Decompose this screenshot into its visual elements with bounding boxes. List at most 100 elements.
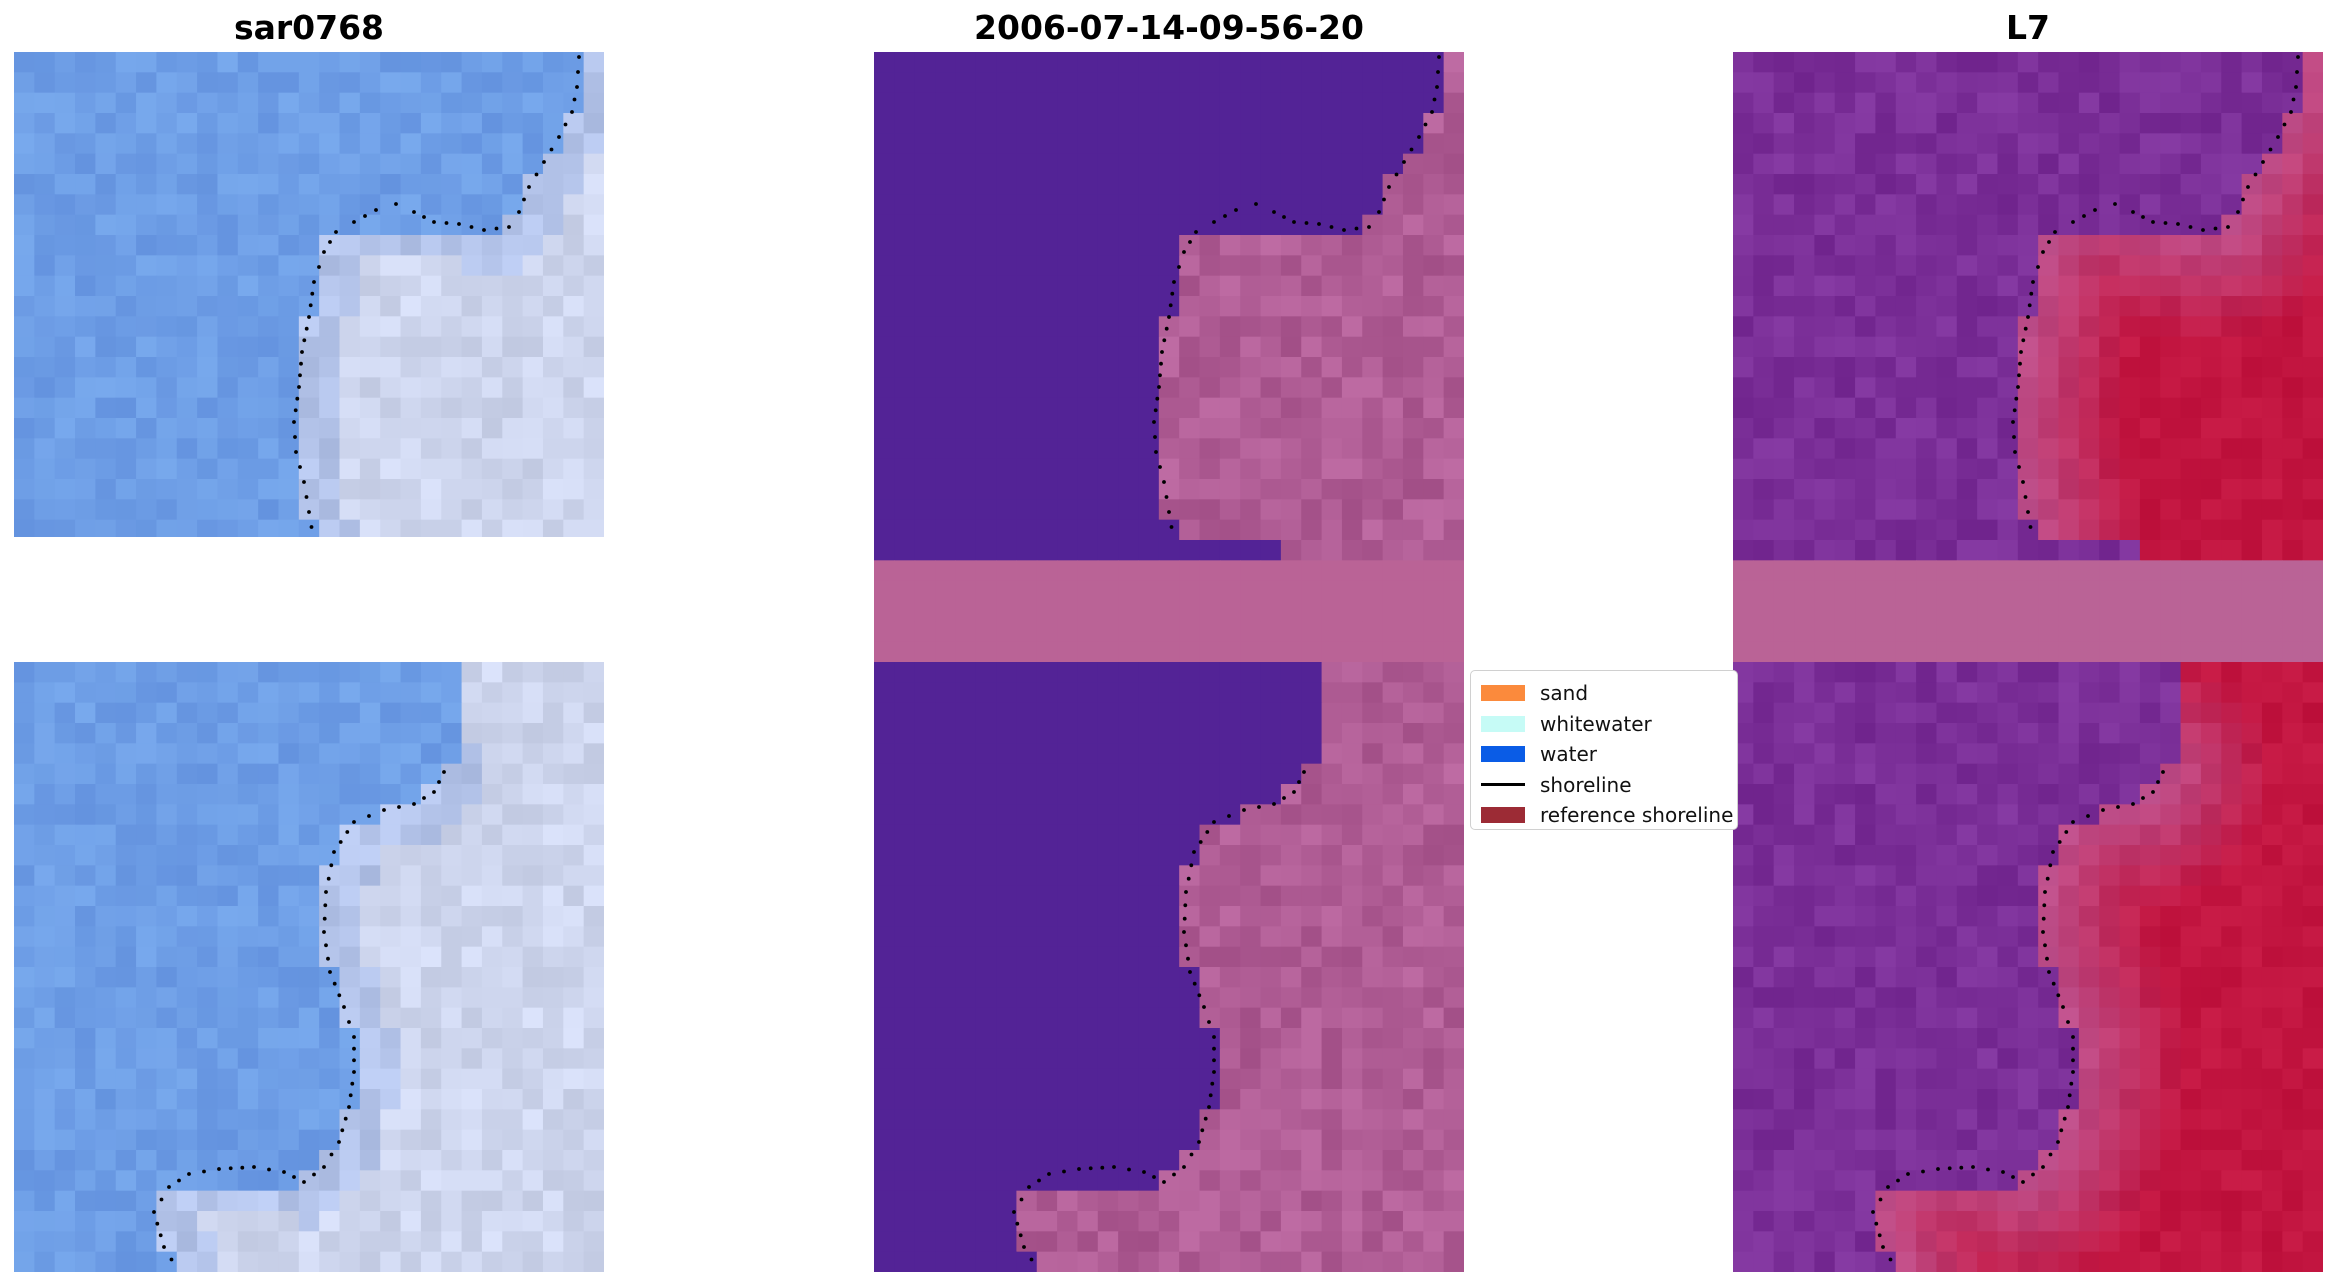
pixel-cell [1077, 418, 1099, 439]
pixel-cell [2058, 601, 2080, 622]
pixel-cell [237, 1251, 259, 1272]
pixel-cell [1443, 1028, 1464, 1049]
pixel-cell [2038, 845, 2060, 866]
rgb-image-panel [14, 52, 604, 1272]
pixel-cell [54, 174, 76, 195]
pixel-cell [1057, 1231, 1079, 1253]
pixel-cell [1895, 865, 1917, 887]
pixel-cell [2200, 52, 2222, 73]
pixel-cell [522, 92, 544, 114]
pixel-cell [2241, 438, 2263, 460]
pixel-cell [1138, 458, 1160, 480]
pixel-cell [1341, 682, 1363, 704]
pixel-cell [1016, 377, 1038, 399]
pixel-cell [1936, 845, 1958, 866]
pixel-cell [1280, 885, 1302, 907]
pixel-cell [319, 906, 341, 927]
pixel-cell [1097, 1048, 1119, 1070]
pixel-cell [2038, 255, 2060, 277]
pixel-cell [1179, 499, 1201, 521]
shoreline-point [457, 222, 461, 226]
pixel-cell [319, 357, 341, 378]
pixel-cell [380, 316, 402, 338]
pixel-cell [1280, 906, 1302, 927]
pixel-cell [1321, 397, 1343, 419]
pixel-cell [380, 153, 402, 175]
pixel-cell [2038, 92, 2060, 114]
pixel-cell [955, 52, 977, 73]
pixel-cell [955, 804, 977, 826]
shoreline-point [1234, 208, 1238, 212]
pixel-cell [1118, 52, 1140, 73]
pixel-cell [996, 621, 1018, 643]
pixel-cell [197, 1211, 219, 1232]
pixel-cell [1402, 72, 1424, 94]
pixel-cell [380, 275, 402, 297]
pixel-cell [481, 1109, 503, 1131]
pixel-cell [1855, 540, 1877, 561]
pixel-cell [237, 235, 259, 256]
pixel-cell [1036, 255, 1058, 277]
pixel-cell [481, 255, 503, 277]
pixel-cell [2058, 377, 2080, 399]
pixel-cell [14, 519, 35, 541]
pixel-cell [1402, 1028, 1424, 1049]
pixel-cell [217, 255, 239, 277]
pixel-cell [2241, 133, 2263, 155]
pixel-cell [1016, 1150, 1038, 1171]
pixel-cell [1016, 702, 1038, 724]
pixel-cell [1118, 580, 1140, 602]
pixel-cell [935, 214, 956, 236]
pixel-cell [1077, 1048, 1099, 1070]
pixel-cell [1199, 1007, 1221, 1029]
pixel-cell [1301, 377, 1323, 399]
pixel-cell [2282, 560, 2304, 582]
pixel-cell [14, 418, 35, 439]
pixel-cell [563, 1251, 585, 1272]
pixel-cell [2099, 702, 2121, 724]
pixel-cell [1260, 967, 1282, 988]
pixel-cell [2302, 214, 2323, 236]
pixel-cell [298, 865, 320, 887]
pixel-cell [935, 885, 956, 907]
pixel-cell [1321, 1007, 1343, 1029]
pixel-cell [95, 946, 117, 968]
pixel-cell [1443, 865, 1464, 887]
pixel-cell [1773, 296, 1795, 317]
pixel-cell [583, 1251, 604, 1272]
pixel-cell [2160, 133, 2182, 155]
pixel-cell [176, 1089, 198, 1110]
pixel-cell [2261, 621, 2283, 643]
shoreline-point [1212, 820, 1216, 824]
pixel-cell [1834, 397, 1856, 419]
pixel-cell [1199, 1190, 1221, 1212]
pixel-cell [935, 194, 956, 216]
pixel-cell [319, 682, 341, 704]
pixel-cell [34, 1028, 56, 1049]
pixel-cell [935, 458, 956, 480]
pixel-cell [2139, 885, 2161, 907]
pixel-cell [1077, 743, 1099, 765]
pixel-cell [1402, 174, 1424, 195]
pixel-cell [197, 438, 219, 460]
pixel-cell [2038, 194, 2060, 216]
pixel-cell [136, 113, 158, 134]
pixel-cell [996, 946, 1018, 968]
pixel-cell [1814, 336, 1836, 358]
pixel-cell [1057, 72, 1079, 94]
pixel-cell [14, 804, 35, 826]
pixel-cell [1382, 743, 1404, 765]
pixel-cell [1179, 824, 1201, 846]
title-center: 2006-07-14-09-56-20 [974, 8, 1364, 47]
pixel-cell [1443, 906, 1464, 927]
pixel-cell [420, 1170, 442, 1192]
pixel-cell [894, 743, 916, 765]
pixel-cell [1158, 906, 1180, 927]
pixel-cell [1382, 357, 1404, 378]
pixel-cell [1362, 479, 1384, 500]
pixel-cell [1423, 153, 1445, 175]
pixel-cell [583, 92, 604, 114]
pixel-cell [1773, 397, 1795, 419]
pixel-cell [1301, 397, 1323, 419]
shoreline-point [352, 1035, 356, 1039]
